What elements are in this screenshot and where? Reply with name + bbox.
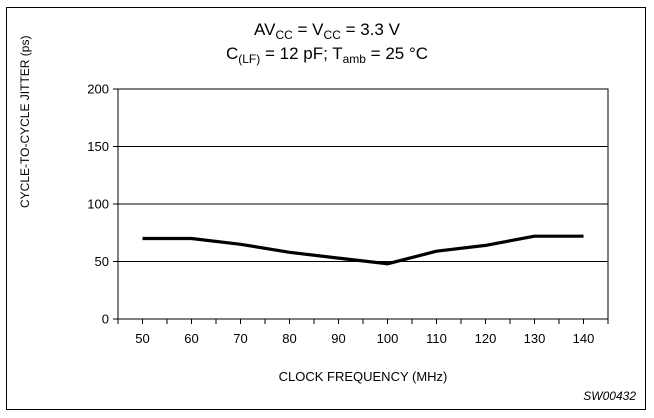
x-tick-label-120: 120 [475,331,497,346]
ticks-layer: 0 50 100 150 200 50 60 70 80 90 100 110 120 130 140 [87,82,609,346]
chart-title-line-2: C(LF) = 12 pF; Tamb = 25 °C [225,44,429,66]
x-tick-label-130: 130 [524,331,546,346]
x-axis-label: CLOCK FREQUENCY (MHz) [278,369,448,384]
series-line-0 [142,234,584,266]
y-axis-label: CYCLE-TO-CYCLE JITTER (ps) [18,35,32,208]
y-tick-label-100: 100 [87,197,109,212]
grid-layer [118,146,608,262]
x-tick-label-60: 60 [184,331,198,346]
x-tick-label-110: 110 [426,331,447,346]
chart-frame [6,7,646,410]
x-tick-label-90: 90 [331,331,345,346]
y-tick-label-0: 0 [102,312,109,327]
series-layer [142,234,584,266]
y-tick-label-150: 150 [87,139,109,154]
figure-code: SW00432 [583,389,636,403]
y-tick-label-200: 200 [87,82,109,97]
x-tick-label-70: 70 [233,331,247,346]
x-tick-label-50: 50 [135,331,149,346]
chart-title-line-1: AVCC = VCC = 3.3 V [254,20,400,42]
x-tick-label-100: 100 [377,331,399,346]
x-tick-label-140: 140 [573,331,595,346]
y-tick-label-50: 50 [95,254,109,269]
x-tick-label-80: 80 [282,331,296,346]
